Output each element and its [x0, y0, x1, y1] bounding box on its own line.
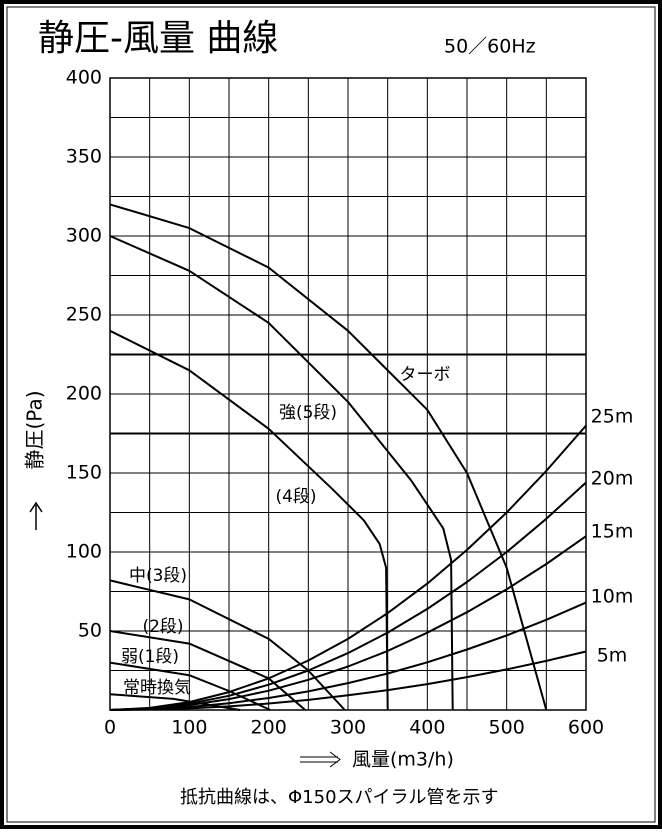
series-line	[109, 535, 587, 711]
series-line	[109, 481, 587, 711]
series-label: 中(3段)	[129, 566, 187, 586]
series-label: (2段)	[142, 617, 183, 637]
series-label: 15m	[591, 521, 634, 543]
series-line	[109, 235, 454, 711]
x-tick-label: 500	[489, 717, 525, 739]
x-tick-label: 400	[409, 717, 445, 739]
y-tick-label: 200	[66, 383, 102, 405]
series-label: 5m	[597, 645, 628, 667]
series-label: 20m	[591, 468, 634, 490]
series-line	[109, 203, 548, 711]
x-tick-label: 100	[171, 717, 207, 739]
x-tick-label: 600	[568, 717, 604, 739]
chart-title: 静圧-風量 曲線	[38, 18, 278, 59]
x-tick-label: 300	[330, 717, 366, 739]
series-label: 強(5段)	[279, 403, 337, 423]
y-tick-label: 350	[66, 146, 102, 168]
y-tick-label: 150	[66, 462, 102, 484]
y-arrow	[29, 501, 43, 530]
y-tick-label: 300	[66, 225, 102, 247]
subtitle: 50／60Hz	[444, 36, 536, 58]
series-line	[109, 424, 587, 711]
series-line	[109, 329, 389, 711]
series-label: 10m	[591, 586, 634, 608]
series-label: ターボ	[400, 365, 451, 385]
series-label: 弱(1段)	[121, 647, 179, 667]
y-tick-label: 400	[66, 67, 102, 89]
series-label: 25m	[591, 406, 634, 428]
inner-frame	[6, 6, 656, 823]
series-line	[109, 650, 587, 711]
y-axis-label: 静圧(Pa)	[23, 390, 47, 469]
series-line	[109, 579, 346, 711]
note: 抵抗曲線は、Φ150スパイラル管を示す	[180, 787, 499, 808]
y-tick-label: 250	[66, 304, 102, 326]
x-arrow	[300, 751, 341, 768]
x-axis-label: 風量(m3/h)	[352, 749, 454, 771]
plot-frame	[109, 77, 587, 711]
y-tick-label: 50	[78, 620, 102, 642]
series-label: (4段)	[275, 487, 316, 507]
x-tick-label: 200	[251, 717, 287, 739]
y-tick-label: 100	[66, 541, 102, 563]
series-label: 常時換気	[123, 678, 191, 698]
series-line	[109, 601, 587, 711]
x-tick-label: 0	[104, 717, 116, 739]
